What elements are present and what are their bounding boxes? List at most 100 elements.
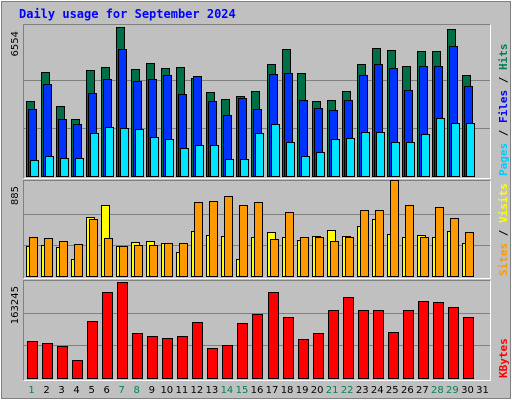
bar-kbytes-28: [433, 302, 444, 379]
bar-sites-7: [119, 246, 128, 277]
legend-entry: /: [497, 70, 510, 90]
x-tick-label-11: 11: [175, 385, 188, 396]
bar-kbytes-13: [207, 348, 218, 379]
bar-pages-3: [60, 158, 69, 177]
legend-hits_files_pages: Pages / Files / Hits: [497, 44, 510, 177]
panel-border-bottom-right: [23, 280, 491, 381]
bar-sites-5: [89, 219, 98, 277]
x-tick-label-15: 15: [236, 385, 249, 396]
x-tick-label-1: 1: [28, 385, 34, 396]
bar-sites-24: [375, 210, 384, 277]
x-tick-label-10: 10: [160, 385, 173, 396]
bar-kbytes-3: [57, 346, 68, 379]
bar-pages-16: [255, 133, 264, 177]
legend-visits_sites: Sites / Visits: [497, 183, 510, 276]
x-tick-label-17: 17: [266, 385, 279, 396]
bar-kbytes-6: [102, 292, 113, 379]
bar-kbytes-12: [192, 322, 203, 379]
x-tick-label-22: 22: [341, 385, 354, 396]
x-tick-label-20: 20: [311, 385, 324, 396]
bar-pages-10: [165, 139, 174, 177]
legend-entry: /: [497, 123, 510, 143]
bar-sites-29: [450, 218, 459, 277]
x-tick-label-8: 8: [134, 385, 140, 396]
x-tick-label-21: 21: [326, 385, 339, 396]
bar-sites-30: [465, 232, 474, 277]
scale-max-label: 6554: [10, 31, 21, 56]
bar-sites-2: [44, 238, 53, 277]
bar-sites-13: [209, 201, 218, 277]
bar-pages-6: [105, 127, 114, 177]
x-tick-label-29: 29: [446, 385, 459, 396]
x-tick-label-7: 7: [119, 385, 125, 396]
bar-kbytes-18: [283, 317, 294, 379]
x-tick-label-3: 3: [58, 385, 64, 396]
bar-sites-14: [224, 196, 233, 277]
x-tick-label-24: 24: [371, 385, 384, 396]
bar-kbytes-7: [117, 282, 128, 379]
panel-border-bottom-right: [23, 24, 491, 179]
legend-entry: Files: [497, 90, 510, 123]
bar-pages-21: [331, 139, 340, 177]
x-tick-label-28: 28: [431, 385, 444, 396]
bar-sites-28: [435, 207, 444, 277]
bar-kbytes-11: [177, 336, 188, 379]
bar-pages-2: [45, 156, 54, 177]
legend-entry: KBytes: [497, 338, 510, 378]
bar-pages-20: [316, 152, 325, 177]
panel-border-bottom-right: [23, 180, 491, 279]
x-tick-label-18: 18: [281, 385, 294, 396]
bar-pages-24: [376, 132, 385, 177]
bar-kbytes-17: [268, 292, 279, 379]
x-tick-label-2: 2: [43, 385, 49, 396]
x-tick-label-27: 27: [416, 385, 429, 396]
bar-pages-29: [451, 123, 460, 177]
bar-sites-3: [59, 241, 68, 277]
bar-sites-15: [239, 205, 248, 277]
bar-pages-12: [195, 145, 204, 177]
bar-pages-14: [225, 159, 234, 177]
bar-pages-5: [90, 133, 99, 177]
bar-kbytes-4: [72, 360, 83, 379]
x-tick-label-16: 16: [251, 385, 264, 396]
bar-pages-8: [135, 129, 144, 177]
bar-sites-20: [315, 237, 324, 277]
bar-pages-9: [150, 137, 159, 177]
bar-sites-18: [285, 212, 294, 277]
bar-sites-25: [390, 180, 399, 277]
scale-max-label: 163245: [10, 286, 21, 324]
bar-sites-19: [300, 237, 309, 277]
bar-sites-11: [179, 243, 188, 277]
x-tick-label-12: 12: [191, 385, 204, 396]
bar-sites-26: [405, 205, 414, 277]
bar-kbytes-2: [42, 343, 53, 379]
bar-sites-4: [74, 244, 83, 277]
bar-kbytes-24: [373, 310, 384, 379]
bar-kbytes-16: [252, 314, 263, 379]
bar-sites-22: [345, 237, 354, 277]
panel-border-top-left: [23, 280, 491, 381]
bar-pages-26: [406, 142, 415, 177]
bar-pages-15: [240, 159, 249, 177]
x-tick-label-4: 4: [73, 385, 79, 396]
legend-entry: Pages: [497, 143, 510, 176]
bar-pages-11: [180, 148, 189, 177]
bar-kbytes-14: [222, 345, 233, 379]
bar-kbytes-9: [147, 336, 158, 379]
x-tick-label-5: 5: [88, 385, 94, 396]
bar-sites-1: [29, 237, 38, 277]
bar-kbytes-15: [237, 323, 248, 379]
bar-sites-10: [164, 243, 173, 277]
bar-kbytes-26: [403, 310, 414, 379]
bar-kbytes-19: [298, 339, 309, 379]
panel-border-top-left: [23, 180, 491, 279]
bar-sites-6: [104, 238, 113, 277]
x-tick-label-23: 23: [356, 385, 369, 396]
bar-pages-13: [210, 145, 219, 177]
x-tick-label-25: 25: [386, 385, 399, 396]
bar-kbytes-1: [27, 341, 38, 379]
bar-kbytes-23: [358, 310, 369, 379]
bar-kbytes-10: [162, 338, 173, 379]
